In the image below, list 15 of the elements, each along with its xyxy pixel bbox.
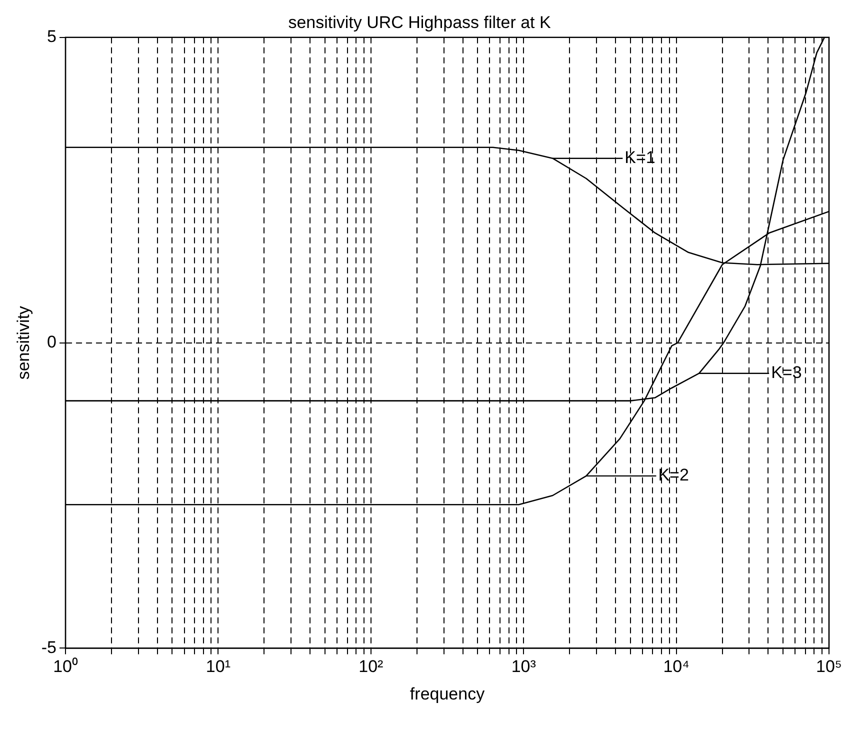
y-tick-label: 0 xyxy=(47,332,57,352)
x-tick-label: 10⁴ xyxy=(663,657,690,676)
x-tick-label: 10¹ xyxy=(206,657,231,676)
annotation: K=2 xyxy=(658,466,689,485)
x-tick-label: 10³ xyxy=(511,657,536,676)
y-tick-label: -5 xyxy=(41,638,57,657)
x-tick-label: 10⁵ xyxy=(816,657,842,676)
x-axis-title: frequency xyxy=(410,684,486,704)
x-tick-label: 10² xyxy=(358,657,384,676)
y-tick-label: 5 xyxy=(47,27,57,46)
annotation: K=1 xyxy=(624,148,656,168)
x-tick-label: 10⁰ xyxy=(53,657,78,676)
chart-title: sensitivity URC Highpass filter at K xyxy=(288,12,552,32)
y-axis-title: sensitivity xyxy=(14,305,33,380)
annotation: K=3 xyxy=(771,363,802,382)
